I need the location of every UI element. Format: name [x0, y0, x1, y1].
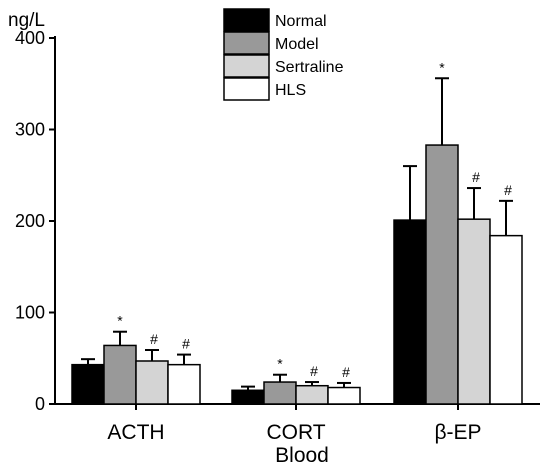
category-label: CORT: [266, 421, 325, 444]
legend-label: Normal: [275, 13, 327, 30]
significance-marker: #: [310, 363, 318, 379]
bar: [295, 384, 329, 405]
legend-label: Sertraline: [275, 59, 344, 76]
significance-marker: #: [504, 182, 512, 198]
bar: [71, 363, 105, 405]
y-tick-label: 0: [35, 394, 45, 414]
y-unit-label: ng/L: [8, 10, 45, 31]
legend-label: HLS: [275, 82, 306, 99]
legend-swatch: [223, 54, 270, 78]
category-label: β-EP: [434, 421, 481, 444]
significance-marker: #: [472, 169, 480, 185]
significance-marker: *: [277, 356, 283, 372]
category-label: ACTH: [107, 421, 164, 444]
significance-marker: #: [150, 331, 158, 347]
bar: [263, 381, 297, 405]
bar: [489, 234, 523, 405]
legend-swatch: [223, 8, 270, 32]
y-tick-label: 100: [15, 303, 45, 323]
legend: Normal Model Sertraline HLS: [223, 8, 344, 101]
x-axis-title: Blood: [275, 444, 329, 467]
y-tick-label: 400: [15, 28, 45, 48]
legend-swatch: [223, 31, 270, 55]
bar: [393, 219, 427, 405]
y-tick-label: 200: [15, 211, 45, 231]
significance-marker: *: [439, 59, 445, 75]
bar: [167, 363, 201, 405]
y-tick-label: 300: [15, 120, 45, 140]
significance-marker: *: [117, 313, 123, 329]
bar: [135, 360, 169, 405]
legend-label: Model: [275, 36, 319, 53]
legend-swatch: [223, 77, 270, 101]
bar: [327, 386, 361, 405]
significance-marker: #: [342, 364, 350, 380]
bar: [231, 389, 265, 405]
bar: [457, 218, 491, 405]
bar: [425, 144, 459, 405]
significance-marker: #: [182, 336, 190, 352]
bar: [103, 344, 137, 405]
plot-area: 0 100 200 300 400 ACTH * # # CORT * # # β-EP * # #: [15, 28, 540, 444]
